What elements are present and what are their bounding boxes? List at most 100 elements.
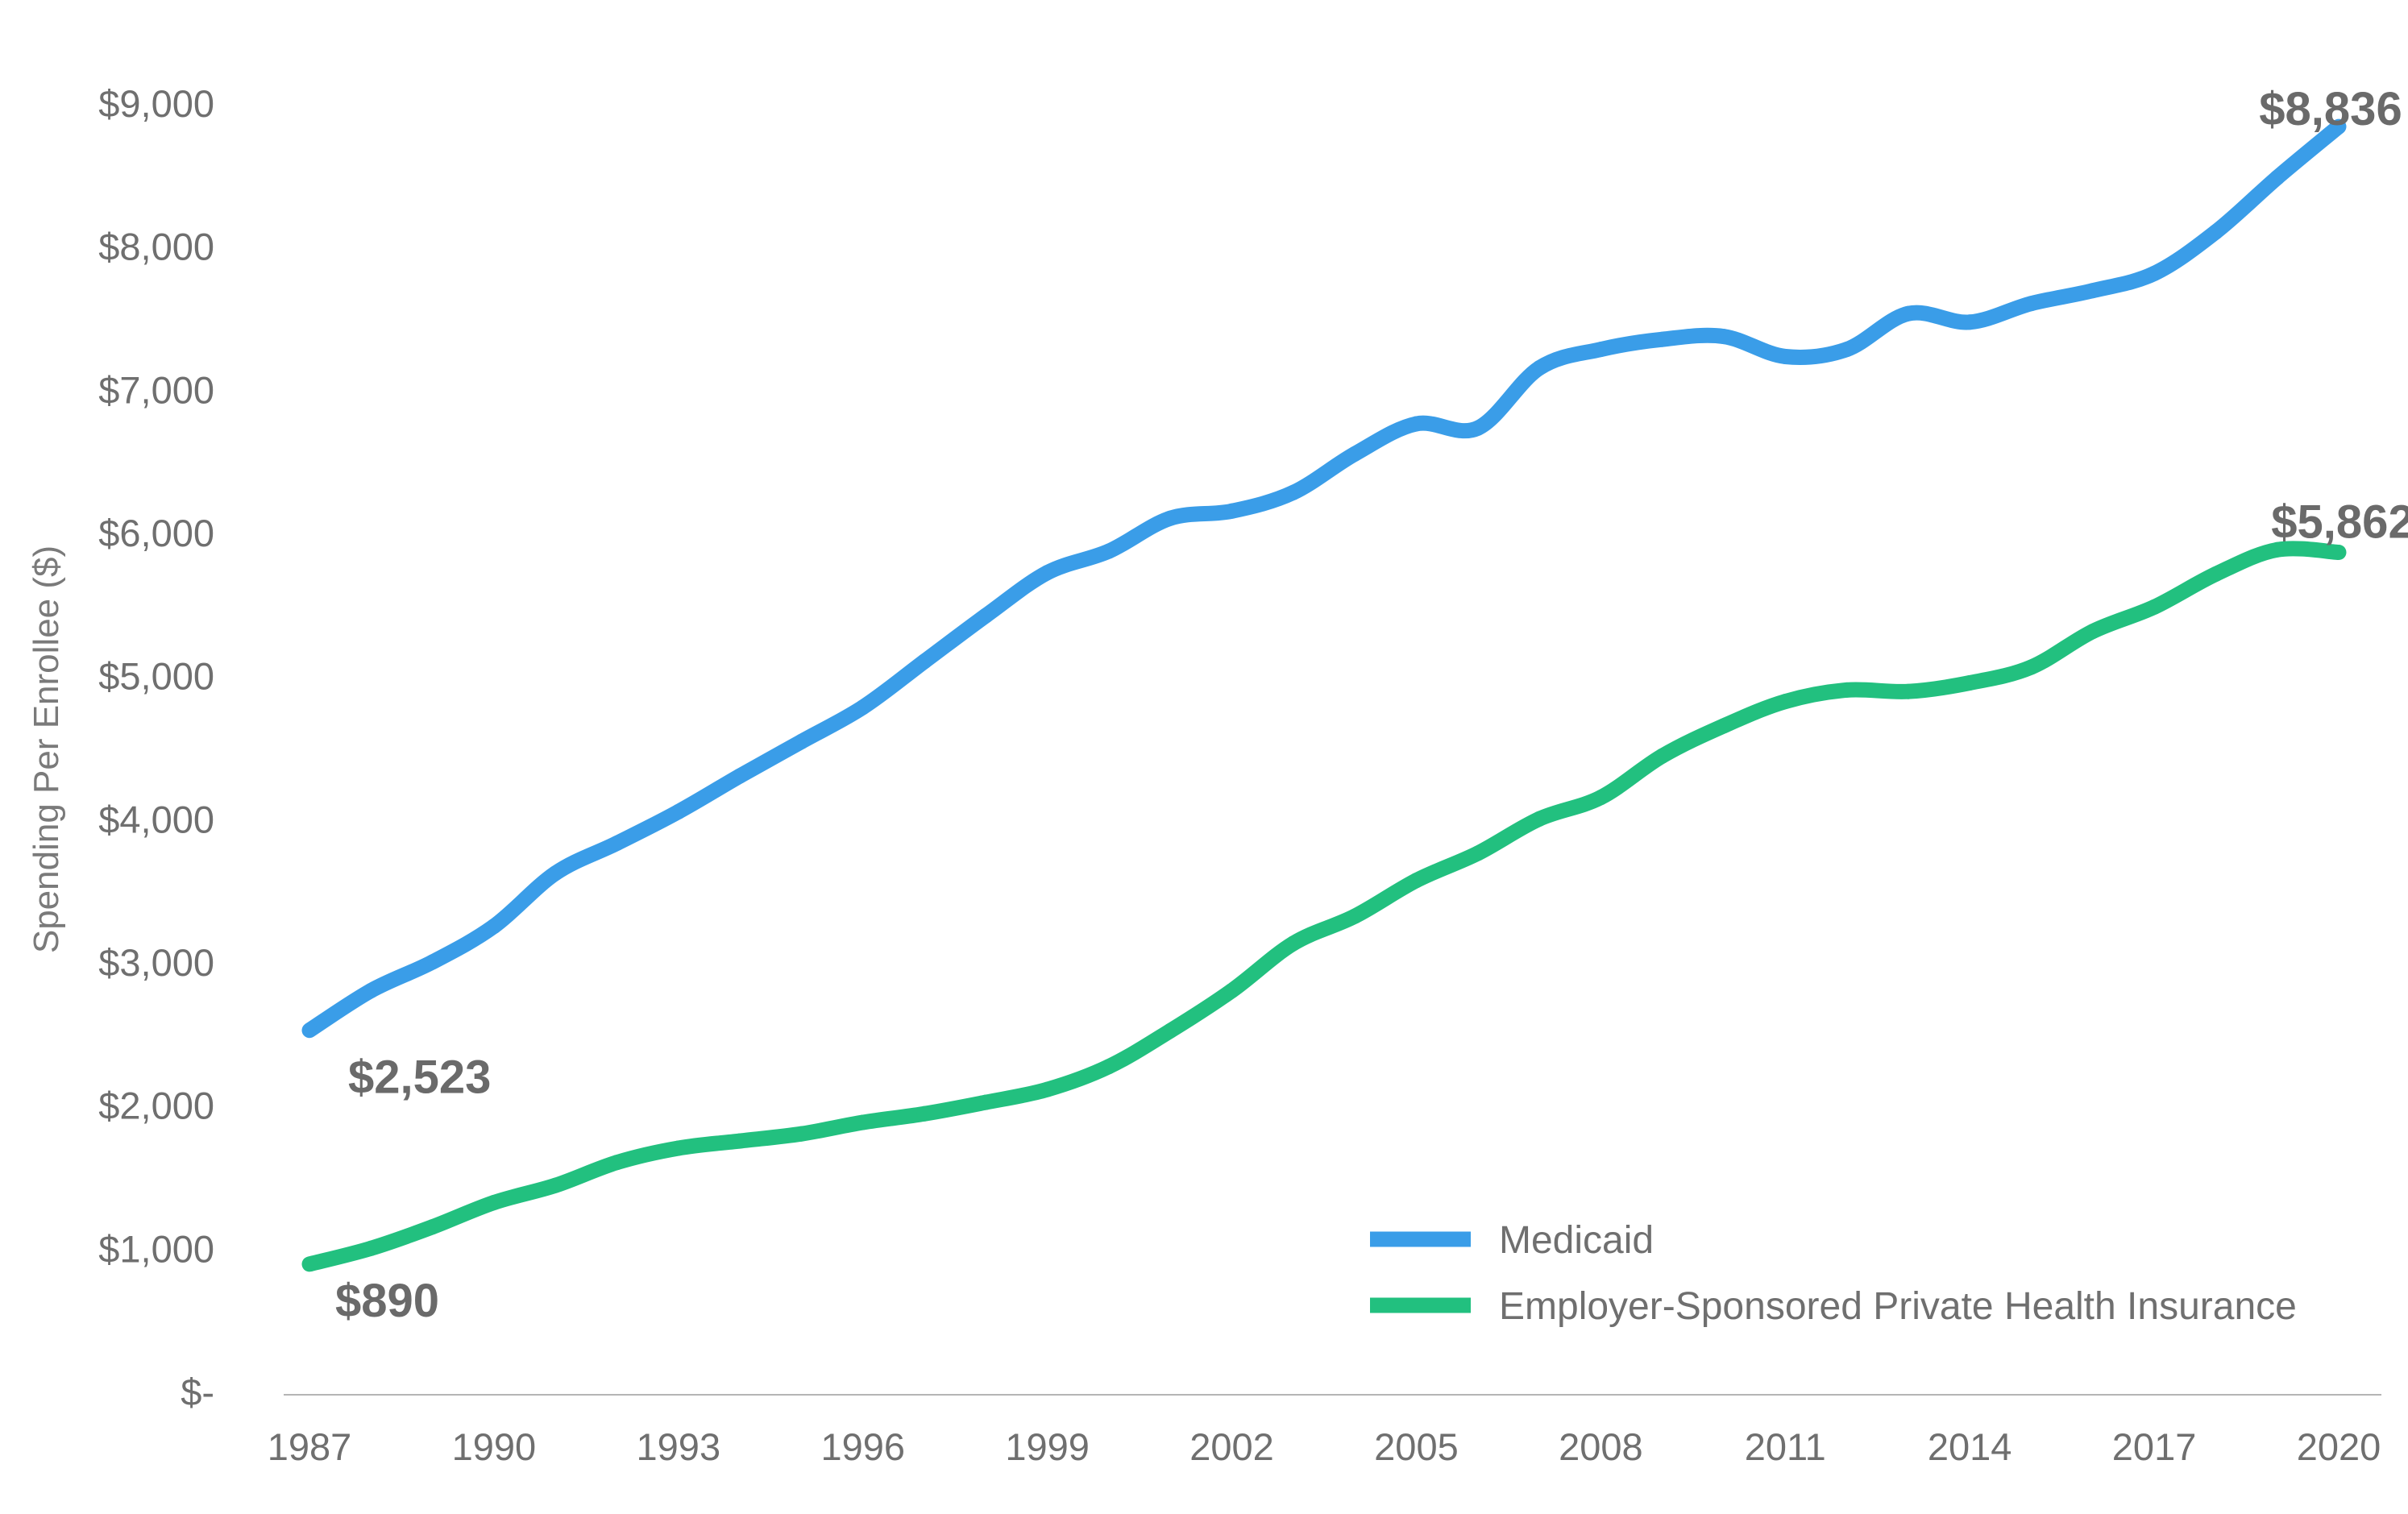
data-point-employer-sponsored: [1839, 682, 1855, 698]
end-value-label: $5,862: [2271, 496, 2408, 549]
data-point-employer-sponsored: [301, 1256, 318, 1272]
data-point-employer-sponsored: [671, 1140, 687, 1156]
data-point-medicaid: [2024, 296, 2039, 312]
x-tick-label: 1993: [637, 1425, 721, 1468]
data-point-medicaid: [1347, 446, 1363, 462]
data-point-medicaid: [2207, 224, 2223, 240]
data-point-medicaid: [1839, 342, 1855, 358]
x-tick-label: 2020: [2297, 1425, 2381, 1468]
data-point-medicaid: [301, 1022, 318, 1039]
data-point-employer-sponsored: [425, 1219, 441, 1235]
y-axis-title: Spending Per Enrollee ($): [27, 545, 66, 953]
data-point-medicaid: [978, 608, 994, 624]
y-tick-label: $7,000: [98, 368, 214, 411]
x-tick-label: 1996: [820, 1425, 905, 1468]
legend-label-employer-sponsored: Employer-Sponsored Private Health Insura…: [1499, 1285, 2297, 1328]
data-point-employer-sponsored: [609, 1155, 625, 1171]
data-point-employer-sponsored: [486, 1195, 502, 1210]
y-tick-label: $4,000: [98, 798, 214, 840]
data-point-employer-sponsored: [2146, 599, 2162, 615]
x-tick-label: 2008: [1559, 1425, 1643, 1468]
start-value-label: $890: [335, 1275, 439, 1327]
x-tick-label: 1990: [452, 1425, 537, 1468]
data-point-employer-sponsored: [1900, 683, 1916, 699]
data-point-employer-sponsored: [1101, 1059, 1117, 1075]
data-point-medicaid: [1470, 420, 1486, 436]
data-point-employer-sponsored: [363, 1240, 379, 1256]
data-point-employer-sponsored: [793, 1126, 809, 1142]
data-point-medicaid: [1777, 349, 1793, 364]
data-point-employer-sponsored: [547, 1177, 563, 1193]
series-line-employer-sponsored: [307, 541, 2339, 1272]
data-point-employer-sponsored: [1285, 935, 1302, 952]
data-point-employer-sponsored: [1040, 1081, 1056, 1097]
y-tick-label: $-: [181, 1371, 214, 1413]
legend-label-medicaid: Medicaid: [1499, 1219, 1654, 1262]
y-tick-label: $5,000: [98, 655, 214, 698]
data-point-medicaid: [1654, 331, 1671, 347]
data-point-employer-sponsored: [1409, 873, 1424, 889]
data-point-employer-sponsored: [2024, 659, 2039, 675]
x-tick-label: 1999: [1005, 1425, 1090, 1468]
x-tick-label: 1987: [268, 1425, 352, 1468]
x-tick-label: 2014: [1928, 1425, 2012, 1468]
start-value-label: $2,523: [348, 1052, 491, 1104]
data-point-medicaid: [1900, 305, 1916, 321]
data-point-medicaid: [425, 954, 441, 970]
data-point-employer-sponsored: [2269, 541, 2286, 558]
data-point-employer-sponsored: [978, 1094, 994, 1110]
data-point-medicaid: [855, 699, 871, 716]
data-point-medicaid: [793, 733, 809, 749]
data-point-medicaid: [2146, 265, 2162, 281]
data-point-employer-sponsored: [732, 1133, 748, 1149]
data-point-medicaid: [1531, 360, 1547, 376]
series-line-medicaid: [305, 120, 2344, 1037]
data-point-medicaid: [547, 865, 563, 881]
data-point-employer-sponsored: [2331, 545, 2347, 560]
data-point-employer-sponsored: [2085, 624, 2101, 640]
data-point-employer-sponsored: [1531, 811, 1547, 827]
x-tick-label: 2005: [1374, 1425, 1459, 1468]
data-point-employer-sponsored: [1716, 718, 1732, 734]
data-point-medicaid: [2269, 169, 2286, 185]
y-tick-label: $9,000: [98, 82, 214, 125]
y-tick-label: $2,000: [98, 1085, 214, 1127]
data-point-medicaid: [1162, 510, 1178, 526]
data-point-medicaid: [486, 919, 502, 935]
y-tick-label: $8,000: [98, 226, 214, 268]
data-point-medicaid: [671, 803, 687, 819]
series-layer: [301, 118, 2347, 1272]
data-point-employer-sponsored: [2207, 566, 2223, 582]
data-point-medicaid: [1040, 565, 1056, 581]
data-point-employer-sponsored: [916, 1105, 932, 1122]
data-point-employer-sponsored: [1592, 790, 1609, 806]
data-point-medicaid: [609, 836, 625, 851]
data-point-medicaid: [732, 768, 748, 784]
data-point-medicaid: [1716, 329, 1732, 345]
y-tick-label: $6,000: [98, 512, 214, 554]
data-point-medicaid: [1592, 342, 1609, 358]
data-point-medicaid: [2331, 118, 2347, 135]
data-point-medicaid: [1962, 314, 1978, 330]
x-tick-label: 2002: [1189, 1425, 1274, 1468]
data-point-medicaid: [1101, 543, 1117, 559]
x-tick-label: 2011: [1745, 1425, 1826, 1468]
y-axis: $- $1,000 $2,000 $3,000 $4,000 $5,000 $6,000 $7…: [98, 82, 214, 1413]
data-point-employer-sponsored: [855, 1114, 871, 1130]
data-point-medicaid: [2085, 283, 2101, 299]
data-point-employer-sponsored: [1654, 748, 1671, 764]
x-tick-label: 2017: [2112, 1425, 2197, 1468]
data-point-medicaid: [363, 983, 379, 998]
data-point-employer-sponsored: [1347, 908, 1363, 924]
data-point-medicaid: [1285, 484, 1302, 500]
data-point-medicaid: [1409, 416, 1424, 432]
data-point-employer-sponsored: [1777, 694, 1793, 710]
data-labels: $2,523 $8,836 $890 $5,862: [335, 83, 2408, 1327]
data-point-medicaid: [916, 653, 932, 670]
data-point-medicaid: [1224, 503, 1239, 519]
data-point-employer-sponsored: [1962, 675, 1978, 691]
data-point-employer-sponsored: [1470, 845, 1486, 861]
data-point-employer-sponsored: [1162, 1022, 1178, 1039]
legend: Medicaid Employer-Sponsored Private Healt…: [1370, 1219, 2297, 1328]
y-tick-label: $1,000: [98, 1227, 214, 1270]
